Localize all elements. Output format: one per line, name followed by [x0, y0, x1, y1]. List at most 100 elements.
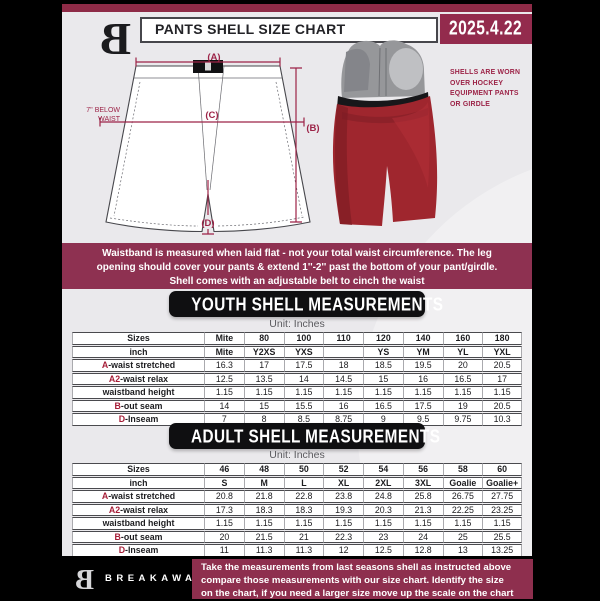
shorts-measurement-diagram: (A) (B) (C) (D) 7'' BELOW WAIST: [86, 52, 320, 235]
row-label: B-out seam: [72, 399, 204, 412]
table-cell: [323, 345, 363, 358]
table-cell: 12.5: [363, 544, 403, 556]
table-cell: 56: [402, 463, 443, 476]
table-cell: 50: [283, 463, 324, 476]
table-cell: 25: [442, 530, 483, 543]
table-cell: YXS: [283, 345, 324, 358]
row-label: B-out seam: [72, 530, 204, 543]
shell-pants: [332, 96, 438, 226]
table-row: D-Inseam 7 8 8.5 8.75 9 9.5 9.75 10.3: [72, 413, 522, 426]
page-content: B PANTS SHELL SIZE CHART 2025.4.22: [62, 12, 532, 556]
table-cell: XL: [323, 476, 363, 489]
equipment-girdle: [341, 40, 425, 98]
footer-brand-name: BREAKAWAY: [105, 572, 207, 584]
table-cell: 17: [243, 359, 284, 372]
table-cell: 13: [442, 544, 483, 556]
table-cell: 24: [402, 530, 443, 543]
table-cell: 1.15: [243, 386, 284, 399]
table-cell: 17: [482, 372, 522, 385]
table-cell: 27.75: [482, 490, 522, 503]
table-cell: 15: [363, 372, 403, 385]
table-cell: 23.25: [482, 503, 522, 516]
shorts-outline: [105, 65, 311, 233]
row-label-accent: A2: [108, 373, 121, 384]
table-cell: Goalie+: [482, 476, 522, 489]
shorts-seams: [109, 65, 305, 227]
dimension-lines: [99, 57, 305, 235]
table-cell: 16.3: [204, 359, 244, 372]
table-cell: YL: [442, 345, 483, 358]
label-a: (A): [207, 52, 220, 63]
row-label: D-Inseam: [72, 544, 204, 556]
table-cell: M: [243, 476, 284, 489]
table-cell: YXL: [482, 345, 522, 358]
table-row: waistband height 1.15 1.15 1.15 1.15 1.15 1.15…: [72, 386, 522, 399]
table-cell: 1.15: [363, 386, 403, 399]
table-cell: 1.15: [482, 386, 522, 399]
table-cell: 22.25: [442, 503, 483, 516]
table-cell: 10.3: [482, 413, 522, 426]
table-row: inch Mite Y2XS YXS YS YM YL YXL: [72, 345, 522, 358]
row-label-accent: B: [114, 531, 121, 542]
table-row: A-waist stretched 20.8 21.8 22.8 23.8 24.8 25.…: [72, 490, 522, 503]
table-cell: 25.8: [402, 490, 443, 503]
row-label: Sizes: [72, 332, 204, 345]
table-cell: L: [283, 476, 324, 489]
table-row: Sizes 46 48 50 52 54 56 58 60: [72, 463, 522, 476]
adult-section-banner: ADULT SHELL MEASUREMENTS: [169, 423, 440, 449]
table-cell: 60: [482, 463, 522, 476]
table-cell: 14.5: [323, 372, 363, 385]
table-cell: 18.5: [363, 359, 403, 372]
table-cell: 16: [402, 372, 443, 385]
svg-text:B: B: [100, 13, 131, 59]
table-cell: 12.8: [402, 544, 443, 556]
table-cell: 21: [283, 530, 324, 543]
row-label: inch: [72, 345, 204, 358]
table-cell: 160: [442, 332, 483, 345]
youth-measurements-table: Sizes Mite 80 100 110 120 140 160 180 inch Mite Y2X…: [72, 331, 522, 427]
table-cell: 14: [283, 372, 324, 385]
row-label: A2-waist relax: [72, 372, 204, 385]
table-cell: 16.5: [363, 399, 403, 412]
table-cell: 18: [323, 359, 363, 372]
table-cell: 3XL: [402, 476, 443, 489]
table-cell: 23.8: [323, 490, 363, 503]
table-cell: 20.8: [204, 490, 244, 503]
table-cell: 1.15: [323, 386, 363, 399]
footer-brand: B BREAKAWAY: [70, 560, 206, 596]
table-cell: 24.8: [363, 490, 403, 503]
table-cell: 23: [363, 530, 403, 543]
row-label: Sizes: [72, 463, 204, 476]
table-cell: 58: [442, 463, 483, 476]
table-cell: 52: [323, 463, 363, 476]
table-cell: 20.5: [482, 399, 522, 412]
row-label: A-waist stretched: [72, 359, 204, 372]
table-cell: 54: [363, 463, 403, 476]
table-cell: 14: [204, 399, 244, 412]
table-cell: 1.15: [402, 517, 443, 530]
date-text: 2025.4.22: [449, 17, 523, 40]
table-cell: 12.5: [204, 372, 244, 385]
belt-buckle: [193, 60, 223, 73]
table-cell: YS: [363, 345, 403, 358]
table-cell: 12: [323, 544, 363, 556]
adult-measurements-table: Sizes 46 48 50 52 54 56 58 60 inch S M L XL 2XL 3XL Goal…: [72, 462, 522, 556]
row-label: D-Inseam: [72, 413, 204, 426]
table-cell: 21.3: [402, 503, 443, 516]
dimension-labels: (A) (B) (C) (D): [201, 52, 319, 229]
table-row: B-out seam 20 21.5 21 22.3 23 24 25 25.5: [72, 530, 522, 543]
photo-caption: SHELLS ARE WORN OVER HOCKEY EQUIPMENT PA…: [450, 69, 521, 109]
table-cell: 22.8: [283, 490, 324, 503]
table-cell: 1.15: [482, 517, 522, 530]
table-cell: 19.3: [323, 503, 363, 516]
youth-section-title: YOUTH SHELL MEASUREMENTS: [191, 293, 444, 315]
table-cell: 46: [204, 463, 244, 476]
row-label: waistband height: [72, 386, 204, 399]
table-cell: 80: [243, 332, 284, 345]
table-cell: 17.5: [402, 399, 443, 412]
row-label-accent: A2: [108, 504, 121, 515]
table-row: waistband height 1.15 1.15 1.15 1.15 1.15 1.15…: [72, 517, 522, 530]
table-cell: Mite: [204, 345, 244, 358]
table-cell: 1.15: [243, 517, 284, 530]
row-label: inch: [72, 476, 204, 489]
